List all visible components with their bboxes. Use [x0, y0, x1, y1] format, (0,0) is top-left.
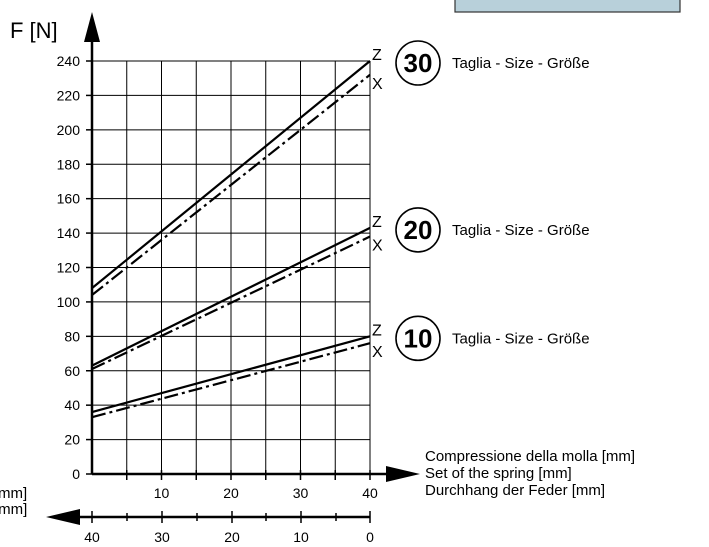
secondary-x-tick-label: 40	[84, 529, 100, 545]
y-tick-label: 200	[57, 122, 81, 138]
series-line-size-30-X	[91, 73, 371, 296]
size-badge-10	[395, 315, 441, 362]
x-axis-arrow-icon	[386, 466, 420, 482]
y-tick-label: 40	[64, 397, 80, 413]
series-tag-Z: Z	[372, 322, 382, 339]
series-line-size-10-X	[91, 342, 371, 419]
secondary-x-tick-labels: 40 30 20 10 0	[84, 511, 374, 545]
secondary-x-label-line-2: [mm]	[0, 501, 27, 518]
y-axis-label: F [N]	[10, 18, 58, 43]
axes	[46, 12, 420, 525]
secondary-x-axis-arrow-icon	[46, 509, 80, 525]
size-caption: Taglia - Size - Größe	[452, 330, 590, 347]
secondary-x-label-line-1: mm]	[0, 485, 27, 502]
x-axis-label-line-2: Set of the spring [mm]	[425, 465, 572, 482]
y-tick-label: 0	[72, 466, 80, 482]
y-tick-label: 240	[57, 53, 81, 69]
x-tick-label: 30	[293, 485, 309, 501]
size-badge-30	[395, 40, 441, 86]
series-line-size-20-X	[91, 235, 371, 371]
y-tick-label: 140	[57, 225, 81, 241]
y-tick-label: 180	[57, 156, 81, 172]
size-number: 20	[404, 215, 433, 245]
top-panel-box	[454, 0, 681, 13]
grid	[92, 60, 371, 474]
x-tick-label: 40	[362, 485, 378, 501]
secondary-x-tick-label: 10	[293, 529, 309, 545]
size-badge-20	[395, 207, 441, 253]
x-tick-labels: 10 20 30 40	[154, 485, 378, 501]
series-tag-X: X	[372, 76, 383, 93]
x-axis-label-line-1: Compressione della molla [mm]	[425, 448, 635, 465]
series-tag-X: X	[372, 344, 383, 361]
series-line-size-20-Z	[91, 226, 371, 367]
y-tick-label: 120	[57, 260, 81, 276]
y-tick-label: 100	[57, 294, 81, 310]
size-number: 10	[404, 323, 433, 353]
secondary-x-tick-label: 30	[154, 529, 170, 545]
series-tag-Z: Z	[372, 214, 382, 231]
size-caption: Taglia - Size - Größe	[452, 222, 590, 239]
y-tick-label: 60	[64, 363, 80, 379]
x-axis-label-line-3: Durchhang der Feder [mm]	[425, 482, 605, 499]
secondary-x-tick-label: 0	[366, 529, 374, 545]
y-tick-label: 80	[64, 328, 80, 344]
y-axis-arrow-icon	[84, 12, 100, 42]
size-caption: Taglia - Size - Größe	[452, 55, 590, 72]
y-tick-label: 160	[57, 191, 81, 207]
size-number: 30	[404, 48, 433, 78]
series-line-size-30-Z	[91, 60, 371, 290]
series-line-size-10-Z	[91, 335, 371, 414]
secondary-x-tick-label: 20	[224, 529, 240, 545]
y-tick-label: 220	[57, 87, 81, 103]
size-labels: 30 Taglia - Size - Größe 20 Taglia - Size -…	[395, 40, 590, 362]
x-tick-label: 10	[154, 485, 170, 501]
series-tag-Z: Z	[372, 47, 382, 64]
y-tick-labels: 0 20 40 60 80 100 120 140 160 180 200 220 240	[57, 53, 81, 482]
series-lines	[91, 60, 371, 419]
y-tick-label: 20	[64, 432, 80, 448]
series-tag-X: X	[372, 238, 383, 255]
x-tick-label: 20	[223, 485, 239, 501]
